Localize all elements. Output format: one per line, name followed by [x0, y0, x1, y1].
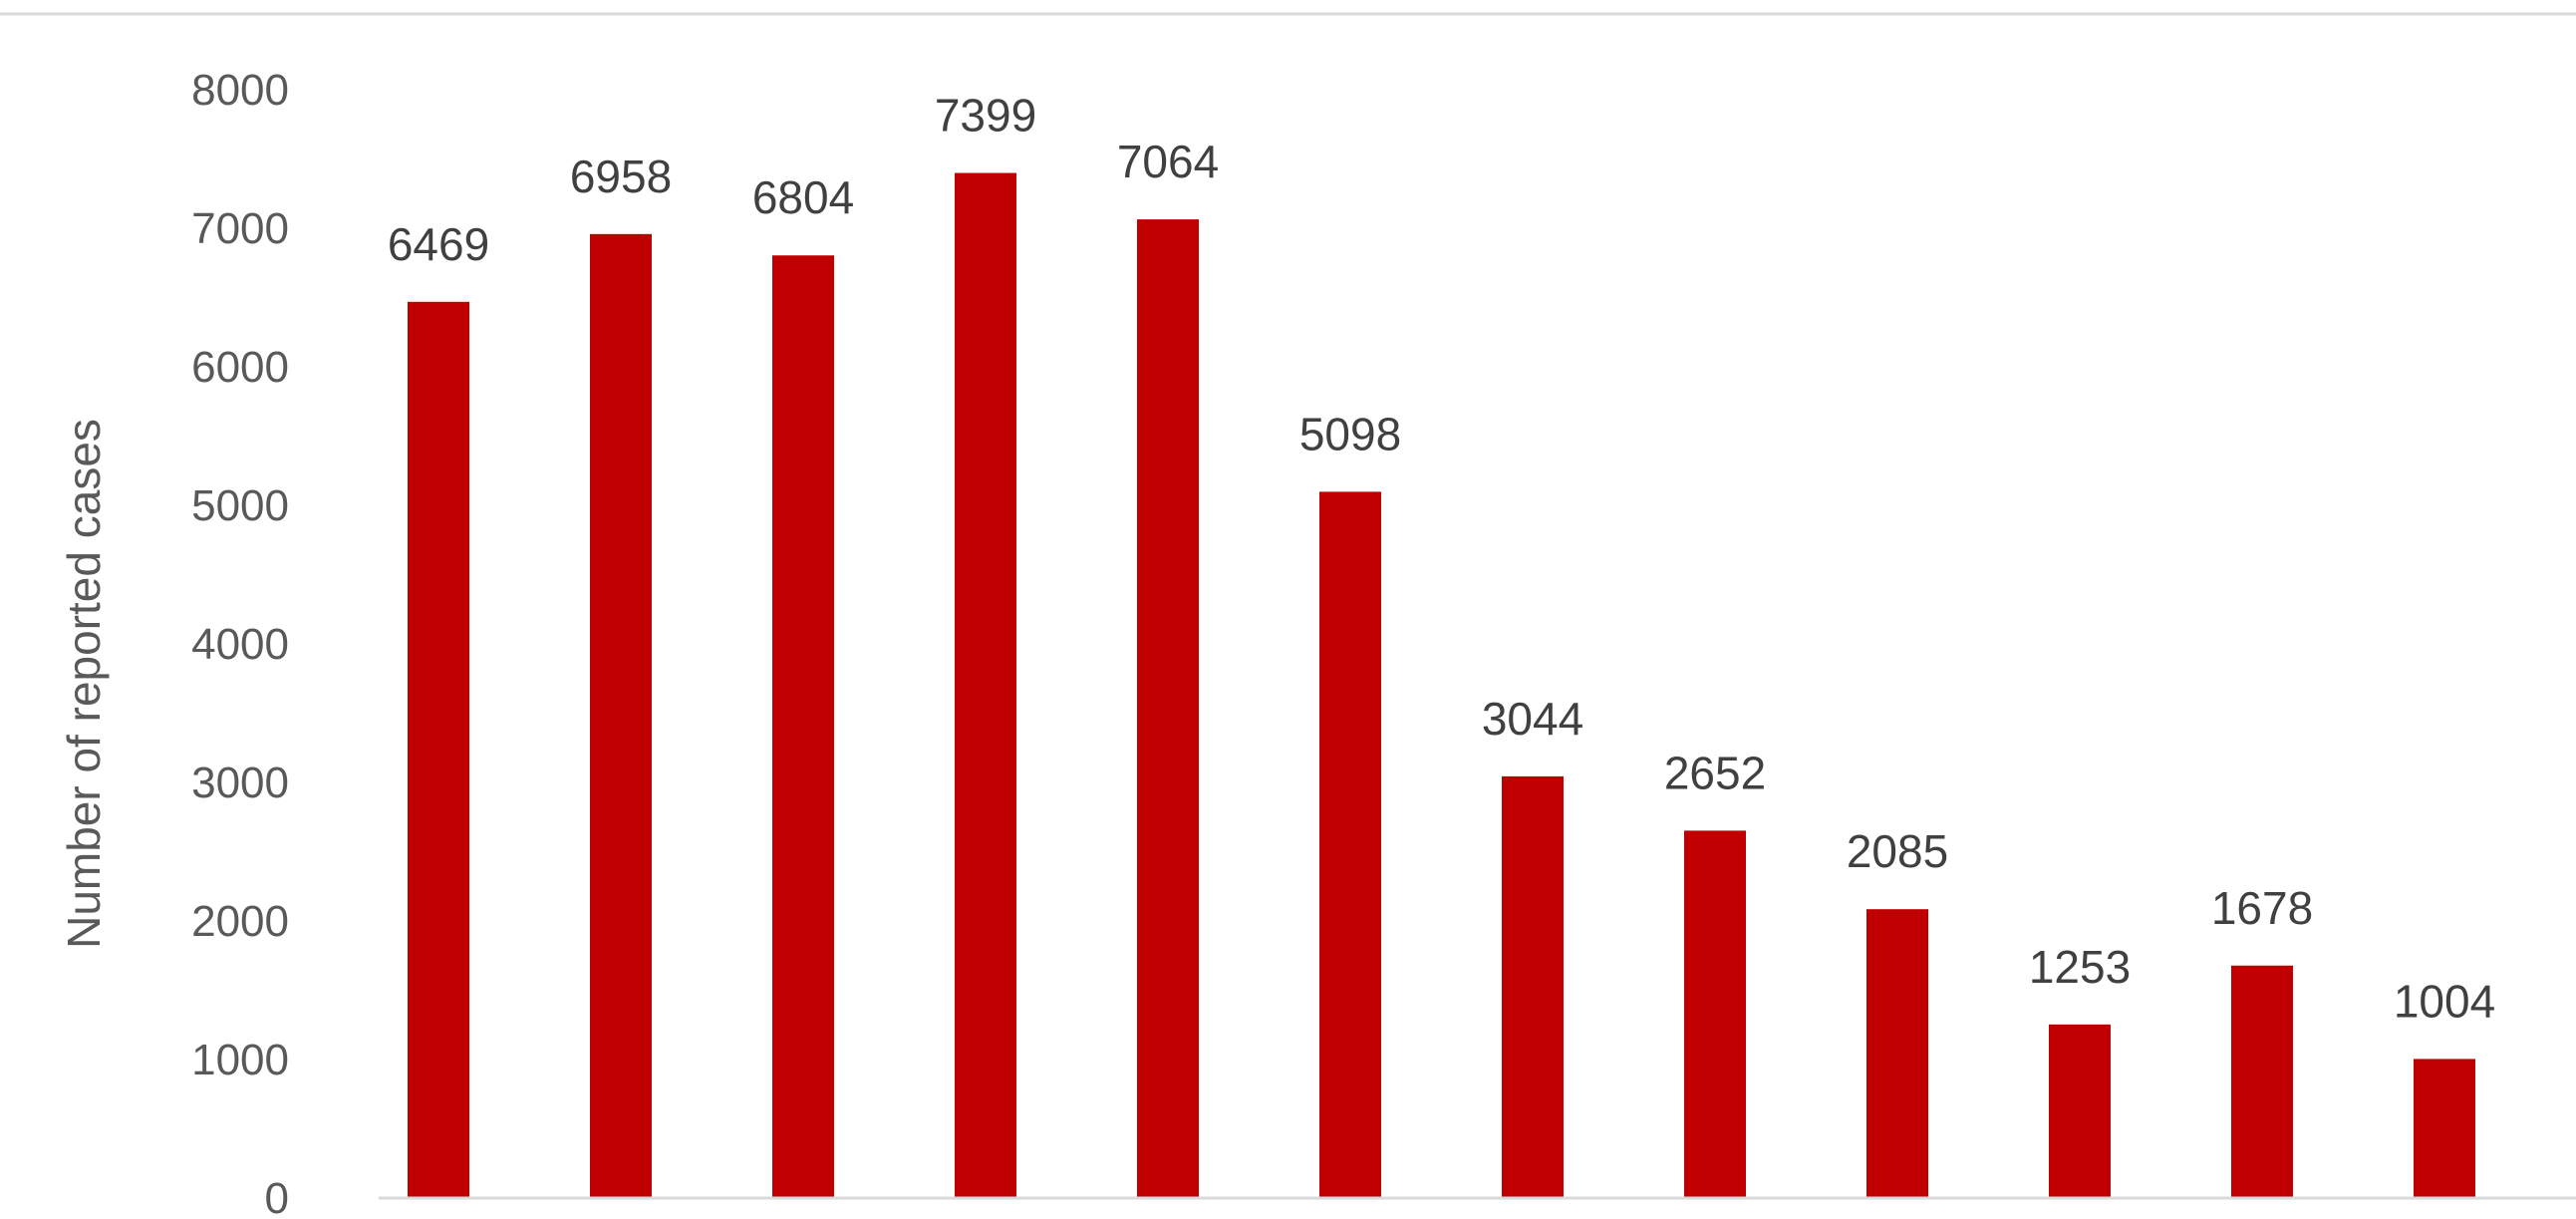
y-tick-label: 2000 — [191, 897, 289, 946]
bar-data-label: 6958 — [570, 151, 672, 202]
bar-data-label: 1004 — [2394, 975, 2495, 1027]
bar — [1866, 909, 1928, 1198]
y-tick-label: 4000 — [191, 620, 289, 669]
y-tick-label: 0 — [265, 1174, 289, 1214]
bar — [590, 233, 652, 1198]
bar-series — [408, 172, 2475, 1199]
y-tick-label: 3000 — [191, 759, 289, 807]
y-tick-label: 1000 — [191, 1036, 289, 1084]
bar — [2231, 965, 2293, 1198]
y-tick-label: 6000 — [191, 343, 289, 392]
bar — [408, 301, 469, 1199]
bar-data-label: 5098 — [1299, 408, 1401, 459]
bar — [1502, 775, 1564, 1198]
bar-data-label: 3044 — [1482, 693, 1583, 745]
bar-data-label: 6804 — [752, 171, 854, 223]
bar-data-label: 1678 — [2211, 882, 2313, 934]
data-labels: 6469 6958 6804 7399 7064 5098 3044 2652 2085 1253… — [388, 90, 2495, 1028]
bar-data-label: 7399 — [935, 90, 1036, 142]
y-tick-label: 7000 — [191, 204, 289, 253]
y-tick-label: 8000 — [191, 66, 289, 115]
bar-data-label: 2085 — [1847, 825, 1948, 877]
bar-data-label: 6469 — [388, 218, 489, 270]
bar — [955, 172, 1016, 1198]
bar — [1684, 830, 1746, 1198]
bar — [772, 255, 834, 1198]
bar — [2414, 1059, 2475, 1198]
bar-data-label: 2652 — [1664, 747, 1766, 798]
bar — [1137, 219, 1199, 1198]
bar-data-label: 1253 — [2029, 941, 2131, 993]
bar — [1319, 491, 1381, 1198]
y-axis-ticks: 0 1000 2000 3000 4000 5000 6000 7000 8000 — [191, 66, 289, 1219]
bar-data-label: 7064 — [1117, 136, 1219, 187]
y-tick-label: 5000 — [191, 481, 289, 530]
bar — [2049, 1024, 2111, 1198]
y-axis-title: Number of reported cases — [58, 419, 110, 949]
